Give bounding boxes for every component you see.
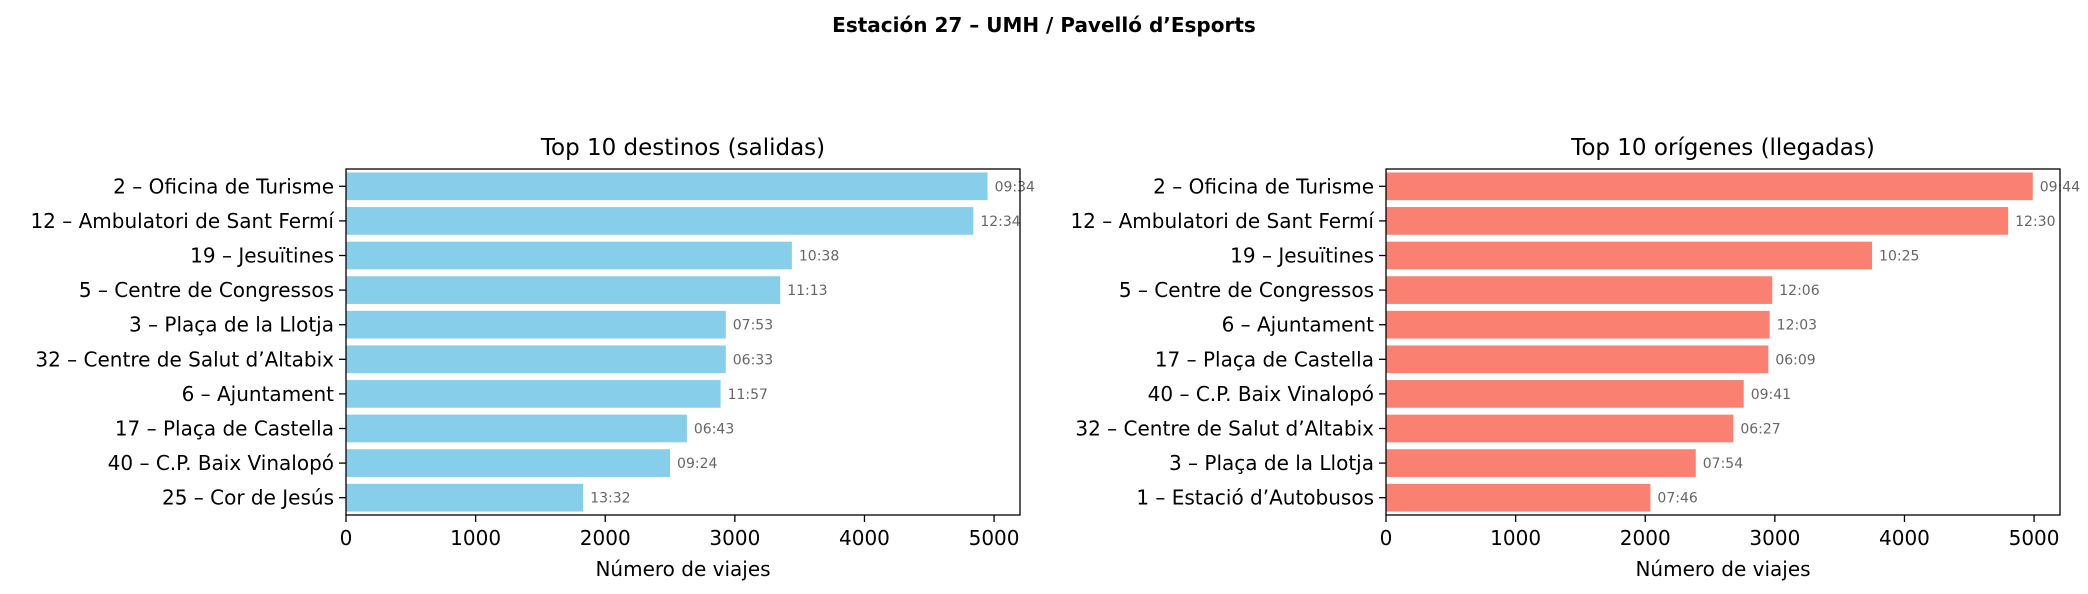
bar — [1386, 207, 2009, 235]
panel-destinos: 2 – Oficina de Turisme 09:34 12 – Ambulato… — [30, 135, 1035, 581]
bar — [346, 380, 721, 408]
y-tick-label: 19 – Jesuïtines — [1230, 244, 1374, 268]
x-tick-label: 1000 — [1490, 526, 1541, 550]
y-tick-label: 19 – Jesuïtines — [190, 244, 334, 268]
bar — [346, 483, 584, 512]
bar — [346, 414, 687, 443]
y-tick-label: 5 – Centre de Congressos — [1119, 278, 1374, 302]
y-tick-label: 6 – Ajuntament — [182, 382, 335, 406]
y-tick-label: 6 – Ajuntament — [1222, 313, 1375, 337]
y-tick-label: 32 – Centre de Salut d’Altabix — [1075, 417, 1374, 441]
bar — [346, 241, 792, 270]
bar — [346, 276, 781, 304]
y-tick-label: 40 – C.P. Baix Vinalopó — [1148, 382, 1374, 406]
bar — [1386, 310, 1770, 339]
bar — [1386, 449, 1696, 477]
data-label: 10:38 — [799, 249, 839, 265]
x-tick-label: 5000 — [2009, 526, 2060, 550]
plot-frame — [1385, 168, 2061, 516]
bar — [346, 310, 726, 339]
bar — [346, 449, 671, 477]
data-label: 12:06 — [1779, 283, 1819, 299]
y-tick-label: 32 – Centre de Salut d’Altabix — [35, 347, 334, 371]
x-tick-label: 4000 — [839, 526, 890, 550]
bar — [1386, 414, 1734, 443]
bar — [1386, 276, 1773, 304]
data-label: 12:30 — [2015, 214, 2055, 230]
data-label: 07:54 — [1703, 456, 1743, 472]
data-label: 06:43 — [694, 422, 734, 438]
x-axis-label: Número de viajes — [595, 557, 770, 581]
bar — [1386, 345, 1769, 374]
data-label: 06:27 — [1740, 422, 1780, 438]
data-label: 11:57 — [728, 387, 768, 403]
y-tick-label: 1 – Estació d’Autobusos — [1136, 486, 1374, 510]
data-label: 11:13 — [787, 283, 827, 299]
data-label: 07:46 — [1657, 491, 1697, 507]
bar — [346, 345, 726, 374]
y-tick-label: 17 – Plaça de Castella — [1155, 347, 1374, 371]
data-label: 09:41 — [1751, 387, 1791, 403]
plot-frame — [345, 168, 1021, 516]
bar — [346, 207, 974, 235]
x-tick-label: 5000 — [969, 526, 1020, 550]
x-tick-label: 0 — [340, 526, 353, 550]
bar — [1386, 172, 2033, 201]
data-label: 06:33 — [733, 352, 773, 368]
data-label: 09:34 — [995, 179, 1035, 195]
bar — [1386, 241, 1873, 270]
y-tick-label: 40 – C.P. Baix Vinalopó — [108, 451, 334, 475]
y-tick-label: 2 – Oficina de Turisme — [113, 174, 334, 198]
y-tick-label: 2 – Oficina de Turisme — [1153, 174, 1374, 198]
x-tick-label: 1000 — [450, 526, 501, 550]
figure-suptitle: Estación 27 – UMH / Pavelló d’Esports — [832, 13, 1256, 37]
x-tick-label: 0 — [1380, 526, 1393, 550]
x-axis-label: Número de viajes — [1635, 557, 1810, 581]
y-tick-label: 17 – Plaça de Castella — [115, 417, 334, 441]
y-tick-label: 12 – Ambulatori de Sant Fermí — [1070, 209, 1375, 233]
y-tick-label: 5 – Centre de Congressos — [79, 278, 334, 302]
x-tick-label: 3000 — [1749, 526, 1800, 550]
data-label: 12:03 — [1777, 318, 1817, 334]
bar — [346, 172, 988, 201]
data-label: 07:53 — [733, 318, 773, 334]
chart-title: Top 10 orígenes (llegadas) — [1570, 135, 1875, 161]
data-label: 12:34 — [980, 214, 1020, 230]
data-label: 06:09 — [1775, 352, 1815, 368]
y-tick-label: 25 – Cor de Jesús — [162, 486, 334, 510]
bar — [1386, 483, 1651, 512]
x-tick-label: 2000 — [1620, 526, 1671, 550]
x-tick-label: 2000 — [580, 526, 631, 550]
chart-title: Top 10 destinos (salidas) — [540, 135, 825, 161]
bar — [1386, 380, 1744, 408]
y-tick-label: 3 – Plaça de la Llotja — [1169, 451, 1374, 475]
x-tick-label: 4000 — [1879, 526, 1930, 550]
y-tick-label: 12 – Ambulatori de Sant Fermí — [30, 209, 335, 233]
y-tick-label: 3 – Plaça de la Llotja — [129, 313, 334, 337]
data-label: 10:25 — [1879, 249, 1919, 265]
data-label: 13:32 — [590, 491, 630, 507]
data-label: 09:24 — [677, 456, 717, 472]
x-tick-label: 3000 — [709, 526, 760, 550]
